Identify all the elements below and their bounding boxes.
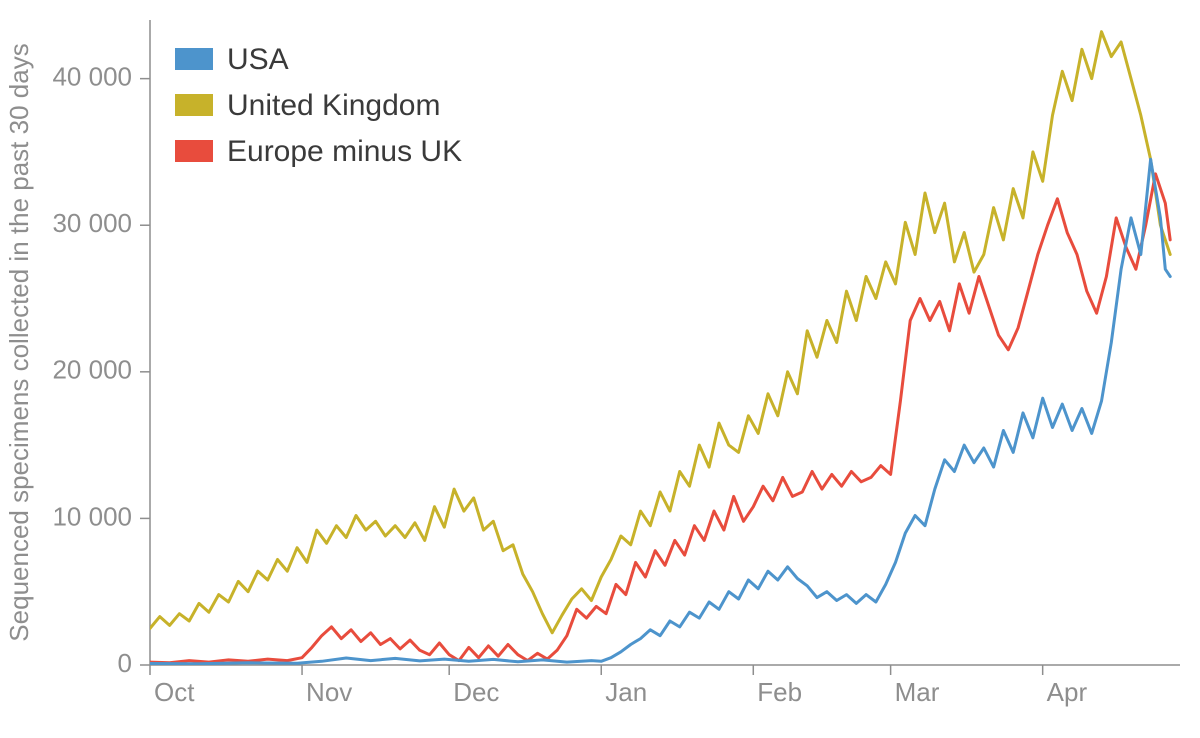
y-tick-label: 40 000 [52, 62, 132, 92]
x-tick-label: Feb [757, 677, 802, 707]
x-tick-label: Mar [895, 677, 940, 707]
y-axis: 0 10 000 20 000 30 000 40 000 [52, 62, 150, 678]
x-tick-label: Nov [306, 677, 352, 707]
y-tick-label: 10 000 [52, 501, 132, 531]
legend-item: United Kingdom [175, 89, 440, 122]
chart-container: 0 10 000 20 000 30 000 40 000 Oct Nov Dec Jan Feb… [0, 0, 1200, 738]
legend-label: USA [227, 43, 289, 76]
y-axis-title: Sequenced specimens collected in the pas… [4, 43, 34, 641]
y-tick-label: 20 000 [52, 355, 132, 385]
x-tick-label: Apr [1047, 677, 1088, 707]
legend-label: Europe minus UK [227, 135, 462, 168]
y-tick-label: 0 [118, 648, 132, 678]
series-line [150, 174, 1170, 663]
legend-item: Europe minus UK [175, 135, 462, 168]
x-tick-label: Oct [154, 677, 195, 707]
legend-swatch [175, 94, 213, 116]
x-tick-label: Jan [605, 677, 647, 707]
legend-swatch [175, 140, 213, 162]
line-chart: 0 10 000 20 000 30 000 40 000 Oct Nov Dec Jan Feb… [0, 0, 1200, 738]
legend: USA United Kingdom Europe minus UK [175, 43, 462, 168]
legend-item: USA [175, 43, 289, 76]
series-line [150, 159, 1170, 664]
legend-label: United Kingdom [227, 89, 440, 122]
x-axis: Oct Nov Dec Jan Feb Mar Apr [150, 665, 1087, 707]
legend-swatch [175, 48, 213, 70]
y-tick-label: 30 000 [52, 208, 132, 238]
x-tick-label: Dec [453, 677, 499, 707]
series-group [150, 32, 1170, 664]
